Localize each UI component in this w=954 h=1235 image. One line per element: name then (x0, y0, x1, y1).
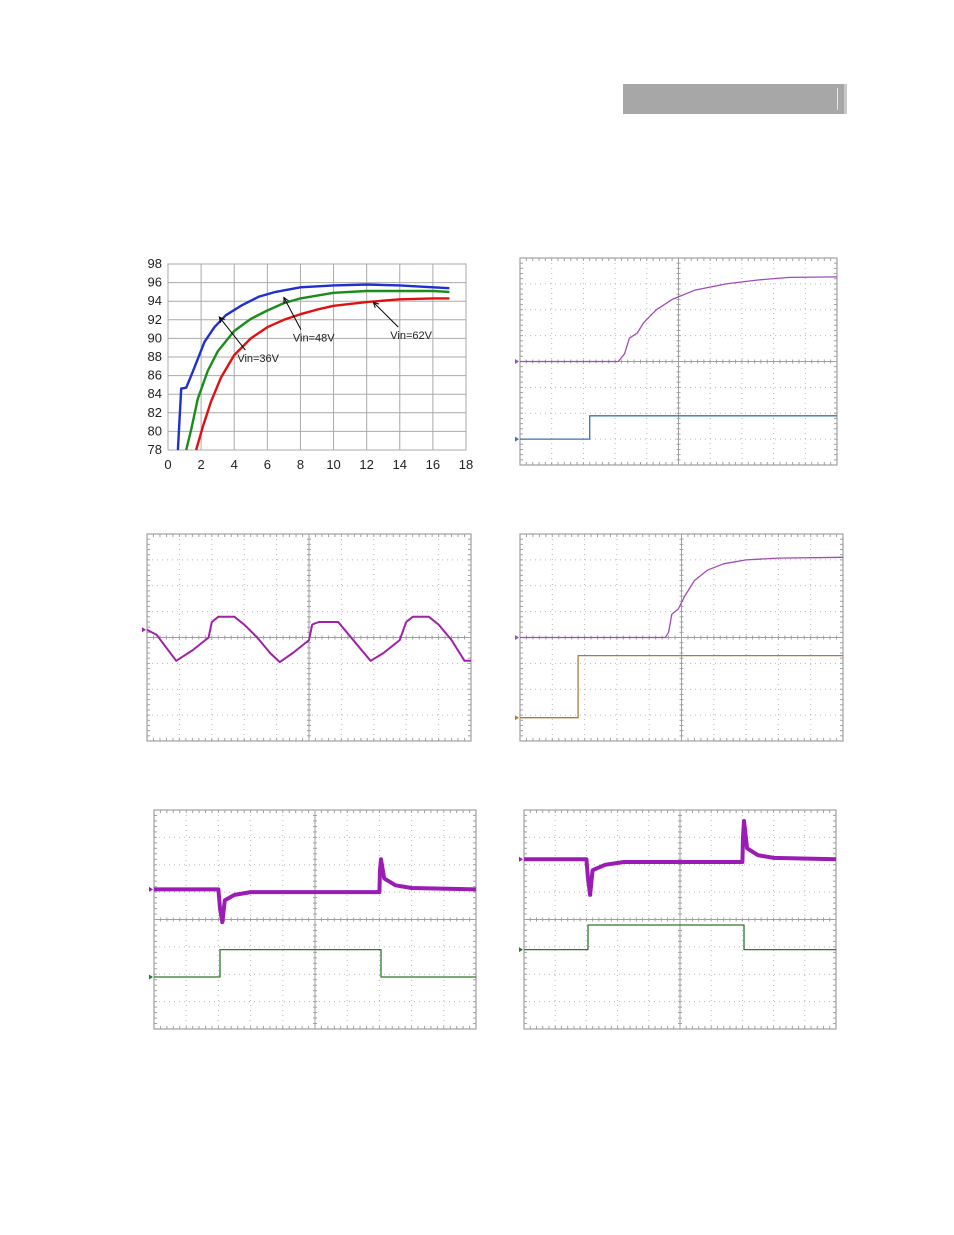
y-tick-label: 90 (148, 330, 162, 345)
annotation-arrow (218, 316, 246, 351)
y-tick-label: 78 (148, 442, 162, 457)
x-tick-label: 4 (231, 457, 238, 472)
scope-plot-4 (149, 809, 477, 1030)
channel-marker (142, 627, 146, 633)
y-tick-label: 82 (148, 405, 162, 420)
y-tick-label: 80 (148, 423, 162, 438)
channel-marker (515, 359, 519, 364)
y-tick-label: 96 (148, 275, 162, 290)
trace (154, 948, 476, 978)
x-tick-label: 12 (359, 457, 373, 472)
channel-marker (515, 436, 519, 442)
x-tick-label: 0 (164, 457, 171, 472)
trace (520, 415, 837, 440)
scope-plot-3 (515, 533, 844, 742)
x-tick-label: 6 (264, 457, 271, 472)
annotation-label: Vin=62V (390, 330, 432, 342)
scope-plot-1 (515, 257, 838, 466)
trace (520, 556, 844, 639)
trace (154, 857, 477, 925)
channel-marker (149, 974, 153, 980)
trace (520, 654, 843, 719)
annotation-label: Vin=48V (293, 332, 335, 344)
trace (524, 819, 837, 897)
annotation-arrowhead (218, 316, 225, 323)
trace (524, 924, 836, 951)
channel-marker (515, 715, 519, 721)
channel-marker (519, 947, 523, 953)
annotation-arrow (372, 301, 399, 328)
channel-marker (519, 856, 523, 862)
series-line (194, 297, 450, 451)
scope-plot-2 (142, 533, 472, 742)
x-tick-label: 14 (393, 457, 407, 472)
annotation-arrowhead (283, 296, 290, 304)
y-tick-label: 92 (148, 312, 162, 327)
x-tick-label: 2 (197, 457, 204, 472)
y-tick-label: 84 (148, 386, 162, 401)
y-tick-label: 98 (148, 256, 162, 271)
series-line (176, 283, 450, 451)
efficiency-chart: 78 80 82 84 86 88 90 92 94 96 98 0 2 4 6 8 10 12 14 16 18 Vin… (148, 256, 474, 472)
y-tick-label: 88 (148, 349, 162, 364)
header-bar (623, 84, 847, 114)
annotation-arrowhead (372, 301, 380, 308)
annotation-arrow (283, 297, 302, 330)
trace (146, 615, 471, 664)
y-tick-label: 94 (148, 293, 162, 308)
scope-plot-5 (519, 809, 837, 1030)
channel-marker (515, 635, 519, 640)
channel-marker (149, 886, 153, 892)
x-tick-label: 8 (297, 457, 304, 472)
x-tick-label: 10 (326, 457, 340, 472)
x-tick-label: 18 (459, 457, 473, 472)
annotation-label: Vin=36V (237, 353, 279, 365)
trace (520, 276, 838, 363)
x-tick-label: 16 (426, 457, 440, 472)
y-tick-label: 86 (148, 368, 162, 383)
series-line (185, 289, 450, 451)
header-bar-tick (837, 88, 838, 110)
